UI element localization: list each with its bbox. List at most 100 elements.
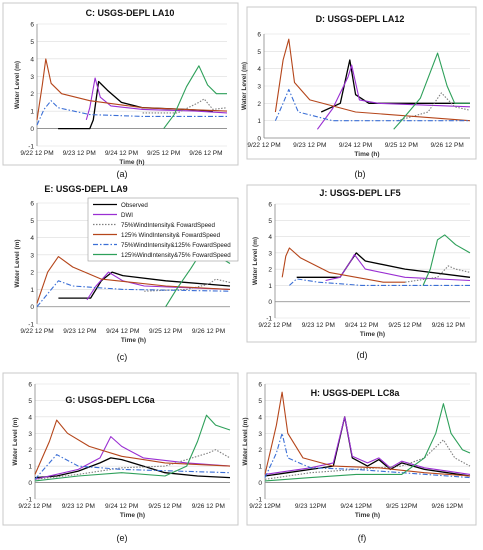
series-line-2	[325, 253, 471, 282]
y-axis-label: Water Level (m)	[14, 61, 21, 109]
series-line-4	[34, 419, 231, 475]
y-tick-label: -1	[256, 497, 262, 504]
series-line-5	[36, 280, 231, 308]
y-tick-label: 0	[30, 126, 34, 133]
series-line-4	[264, 391, 471, 477]
y-axis-label: Water Level (m)	[252, 237, 259, 285]
y-tick-label: 1	[30, 109, 34, 116]
y-tick-label: 0	[28, 480, 32, 487]
y-tick-label: 0	[258, 480, 262, 487]
x-tick-label: 9/22 12 PM	[247, 142, 280, 149]
y-tick-label: 3	[258, 431, 262, 438]
series-line-3	[144, 278, 231, 292]
series-line-3	[397, 92, 471, 122]
legend-label: 75%WindIntensity& FowardSpeed	[121, 222, 215, 229]
legend-label: 125%WindIntensity&75% FowardSpeed	[121, 252, 231, 259]
y-axis-label: Water Level (m)	[14, 239, 21, 287]
y-tick-label: 4	[30, 235, 34, 242]
y-tick-label: 6	[28, 382, 32, 389]
y-tick-label: 0	[30, 304, 34, 311]
series-line-3	[34, 449, 231, 480]
series-line-1	[58, 271, 231, 299]
series-line-1	[320, 59, 470, 113]
chart-panel-1: -1 0 1 2 3 4 5 6 9/22 12 PM 9/23 12 PM 9/24 12 PM 9…	[2, 2, 239, 179]
x-tick-label: 9/23 12 PM	[302, 322, 335, 329]
chart-panel-4: -1 0 1 2 3 4 5 6 9/22 12 PM 9/23 12 PM 9/24 12 PM 9…	[246, 184, 477, 360]
y-tick-label: 5	[257, 49, 261, 56]
y-tick-label: 3	[30, 74, 34, 81]
x-tick-label: 9/22 12 PM	[20, 328, 53, 335]
chart-frame	[246, 6, 477, 160]
y-axis-label: Water Level (m)	[242, 417, 249, 465]
y-tick-label: 2	[28, 447, 32, 454]
y-tick-label: 6	[268, 202, 272, 209]
chart-panel-3: -1 0 1 2 3 4 5 6 9/22 12 PM 9/23 12 PM 9/24 12 PM 9…	[14, 184, 231, 362]
chart-title: G: USGS-DEPL LC6a	[65, 395, 155, 405]
x-tick-label: 9/24 12 PM	[345, 322, 378, 329]
series-line-2	[85, 77, 228, 121]
panel-caption: (e)	[117, 533, 128, 543]
y-axis-label: Water Level (m)	[241, 62, 248, 110]
y-tick-label: 3	[257, 84, 261, 91]
x-tick-label: 9/23 12 PM	[63, 150, 96, 157]
x-tick-label: 9/23 12 PM	[62, 503, 95, 510]
series-line-2	[86, 271, 231, 301]
x-tick-label: 9/25 12 PM	[148, 503, 181, 510]
y-axis-label: Water Level (m)	[12, 417, 19, 465]
y-tick-label: 5	[28, 398, 32, 405]
legend-label: Observed	[121, 202, 148, 209]
chart-panel-6: -1 0 1 2 3 4 5 6 9/22 12PM 9/23 12PM 9/24 12PM 9/25…	[242, 372, 477, 543]
y-tick-label: -1	[26, 497, 32, 504]
series-line-2	[316, 64, 471, 130]
chart-frame	[2, 372, 239, 526]
x-tick-label: 9/26 12 PM	[430, 142, 463, 149]
y-tick-label: 5	[30, 39, 34, 46]
chart-panel-2: 0 1 2 3 4 5 6 9/22 12 PM 9/23 12 PM 9/24 12 PM 9/2…	[241, 6, 477, 179]
y-tick-label: 1	[258, 464, 262, 471]
y-tick-label: 2	[257, 101, 261, 108]
x-tick-label: 9/23 12 PM	[63, 328, 96, 335]
x-tick-label: 9/26 12PM	[432, 503, 463, 510]
series-line-4	[36, 256, 231, 304]
panel-caption: (c)	[117, 352, 128, 362]
y-tick-label: 1	[28, 464, 32, 471]
y-tick-label: 2	[268, 267, 272, 274]
series-line-3	[264, 439, 471, 480]
y-tick-label: 0	[257, 136, 261, 143]
series-line-6	[163, 65, 227, 129]
series-line-5	[264, 432, 471, 479]
x-tick-label: 9/24 12PM	[340, 503, 371, 510]
x-tick-label: 9/26 12 PM	[192, 503, 225, 510]
x-axis-label: Time (h)	[360, 331, 385, 338]
x-axis-label: Time (h)	[119, 159, 144, 166]
legend-label: DWI	[121, 212, 133, 219]
panel-caption: (d)	[357, 350, 368, 360]
chart-title: E: USGS-DEPL LA9	[44, 184, 127, 194]
chart-frame	[246, 184, 477, 343]
panel-caption: (b)	[355, 169, 366, 179]
y-tick-label: 5	[268, 218, 272, 225]
y-tick-label: -1	[28, 322, 34, 329]
chart-title: D: USGS-DEPL LA12	[316, 14, 405, 24]
y-tick-label: 4	[28, 414, 32, 421]
y-tick-label: -1	[28, 144, 34, 151]
series-line-3	[404, 265, 471, 283]
x-tick-label: 9/23 12 PM	[293, 142, 326, 149]
series-line-4	[281, 247, 405, 283]
x-tick-label: 9/24 12 PM	[339, 142, 372, 149]
series-line-6	[393, 52, 470, 130]
chart-title: H: USGS-DEPL LC8a	[311, 388, 401, 398]
chart-panel-5: -1 0 1 2 3 4 5 6 9/22 12 PM 9/23 12 PM 9/24 12 PM 9…	[2, 372, 239, 543]
series-line-6	[422, 234, 471, 286]
series-line-3	[142, 98, 228, 114]
x-tick-label: 9/22 12 PM	[258, 322, 291, 329]
series-line-6	[264, 403, 471, 482]
series-line-4	[274, 38, 471, 122]
panel-caption: (f)	[358, 533, 367, 543]
y-tick-label: 1	[268, 283, 272, 290]
x-axis-label: Time (h)	[354, 151, 379, 158]
x-tick-label: 9/24 12 PM	[106, 328, 139, 335]
y-tick-label: 4	[257, 66, 261, 73]
legend: Observed DWI 75%WindIntensity& FowardSpeed…	[87, 197, 239, 262]
